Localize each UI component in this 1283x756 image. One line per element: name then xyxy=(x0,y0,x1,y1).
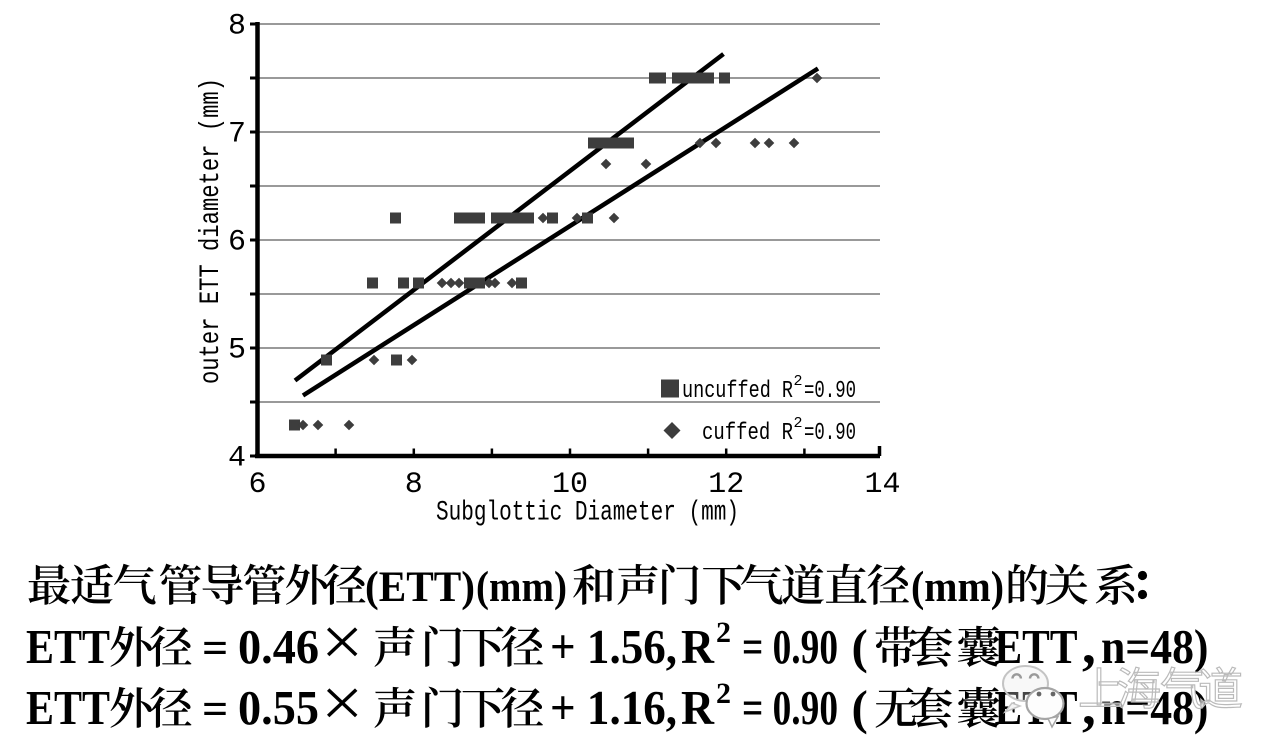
svg-text:14: 14 xyxy=(864,468,900,502)
svg-text:ETT: ETT xyxy=(26,619,110,674)
svg-text:=: = xyxy=(202,683,228,734)
svg-text:ETT: ETT xyxy=(26,680,110,735)
svg-text:(mm): (mm) xyxy=(476,564,567,611)
svg-text:2: 2 xyxy=(716,677,731,710)
svg-text:R: R xyxy=(681,619,715,674)
svg-text:6: 6 xyxy=(228,226,246,260)
svg-text:ETT: ETT xyxy=(995,619,1078,674)
svg-text:cuffed R: cuffed R xyxy=(702,420,793,447)
svg-text:10: 10 xyxy=(552,468,588,502)
svg-text:0.55: 0.55 xyxy=(238,680,319,735)
svg-text:(: ( xyxy=(852,680,868,735)
svg-text:4: 4 xyxy=(228,442,246,476)
svg-text:+ 1.16,: + 1.16, xyxy=(550,680,677,735)
svg-text:=0.90: =0.90 xyxy=(804,378,856,405)
svg-text:2: 2 xyxy=(794,373,803,390)
svg-text:R: R xyxy=(681,680,715,735)
svg-text:n=48): n=48) xyxy=(1101,619,1209,674)
svg-text:(mm): (mm) xyxy=(911,564,1004,611)
svg-text:2: 2 xyxy=(716,616,731,649)
svg-text:=: = xyxy=(202,622,228,673)
svg-text:12: 12 xyxy=(708,468,744,502)
svg-text:= 0.90: = 0.90 xyxy=(742,619,838,674)
svg-text:= 0.90: = 0.90 xyxy=(742,680,838,735)
svg-text:8: 8 xyxy=(405,468,423,502)
svg-text:6: 6 xyxy=(248,468,266,502)
svg-text:,: , xyxy=(1082,614,1096,675)
svg-text:8: 8 xyxy=(228,10,246,44)
svg-text:7: 7 xyxy=(228,118,246,152)
svg-text:0.46: 0.46 xyxy=(238,619,319,674)
svg-text:outer ETT diameter (mm): outer ETT diameter (mm) xyxy=(196,78,227,384)
svg-text:Subglottic Diameter (mm): Subglottic Diameter (mm) xyxy=(436,498,739,529)
svg-text:+ 1.56,: + 1.56, xyxy=(550,619,677,674)
svg-text:=0.90: =0.90 xyxy=(804,420,856,447)
svg-text:(: ( xyxy=(852,619,868,674)
svg-text:(ETT): (ETT) xyxy=(365,564,475,611)
svg-text:uncuffed R: uncuffed R xyxy=(682,378,793,405)
svg-text:2: 2 xyxy=(794,415,803,432)
svg-text:5: 5 xyxy=(228,334,246,368)
